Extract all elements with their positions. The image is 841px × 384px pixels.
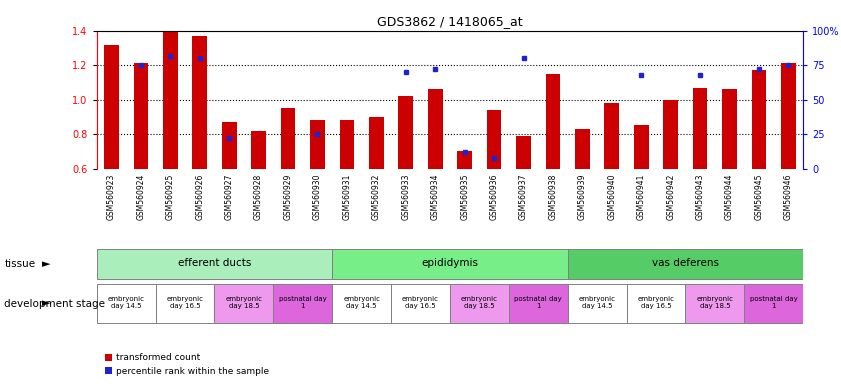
Text: GSM560943: GSM560943	[696, 174, 705, 220]
Text: GSM560939: GSM560939	[578, 174, 587, 220]
Text: postnatal day
1: postnatal day 1	[750, 296, 797, 309]
Text: GSM560946: GSM560946	[784, 174, 793, 220]
Text: GSM560928: GSM560928	[254, 174, 263, 220]
Bar	[222, 122, 236, 169]
Bar	[369, 117, 383, 169]
Text: embryonic
day 16.5: embryonic day 16.5	[637, 296, 674, 309]
Bar	[450, 284, 509, 323]
Text: GSM560937: GSM560937	[519, 174, 528, 220]
Bar	[391, 284, 450, 323]
Text: GSM560927: GSM560927	[225, 174, 234, 220]
Bar	[722, 89, 737, 169]
Bar	[516, 136, 531, 169]
Bar	[134, 63, 148, 169]
Text: GSM560923: GSM560923	[107, 174, 116, 220]
Text: GSM560924: GSM560924	[136, 174, 145, 220]
Bar	[685, 284, 744, 323]
Legend: transformed count, percentile rank within the sample: transformed count, percentile rank withi…	[101, 350, 272, 379]
Text: postnatal day
1: postnatal day 1	[515, 296, 562, 309]
Text: embryonic
day 14.5: embryonic day 14.5	[579, 296, 616, 309]
Bar	[214, 284, 273, 323]
Text: GSM560940: GSM560940	[607, 174, 616, 220]
Text: GSM560938: GSM560938	[548, 174, 558, 220]
Bar	[156, 284, 214, 323]
Bar	[509, 284, 568, 323]
Text: embryonic
day 16.5: embryonic day 16.5	[402, 296, 439, 309]
Bar	[332, 284, 391, 323]
Text: epididymis: epididymis	[421, 258, 479, 268]
Text: GSM560931: GSM560931	[342, 174, 352, 220]
Bar	[104, 45, 119, 169]
Bar	[310, 120, 325, 169]
Bar	[281, 108, 295, 169]
Text: GSM560929: GSM560929	[283, 174, 293, 220]
Bar	[428, 89, 442, 169]
Text: GSM560932: GSM560932	[372, 174, 381, 220]
Text: GSM560935: GSM560935	[460, 174, 469, 220]
Bar	[546, 74, 560, 169]
Text: embryonic
day 18.5: embryonic day 18.5	[696, 296, 733, 309]
Text: GSM560925: GSM560925	[166, 174, 175, 220]
Text: GSM560944: GSM560944	[725, 174, 734, 220]
Bar	[340, 120, 354, 169]
Bar	[744, 284, 803, 323]
Bar	[251, 131, 266, 169]
Text: GSM560926: GSM560926	[195, 174, 204, 220]
Text: ►: ►	[42, 259, 50, 269]
Text: GSM560941: GSM560941	[637, 174, 646, 220]
Bar	[332, 249, 568, 279]
Text: ►: ►	[42, 298, 50, 309]
Text: embryonic
day 18.5: embryonic day 18.5	[461, 296, 498, 309]
Text: vas deferens: vas deferens	[652, 258, 719, 268]
Text: embryonic
day 14.5: embryonic day 14.5	[108, 296, 145, 309]
Bar	[575, 129, 590, 169]
Text: GSM560930: GSM560930	[313, 174, 322, 220]
Bar	[664, 99, 678, 169]
Text: development stage: development stage	[4, 298, 105, 309]
Title: GDS3862 / 1418065_at: GDS3862 / 1418065_at	[377, 15, 523, 28]
Text: embryonic
day 18.5: embryonic day 18.5	[225, 296, 262, 309]
Text: tissue: tissue	[4, 259, 35, 269]
Text: embryonic
day 16.5: embryonic day 16.5	[167, 296, 204, 309]
Bar	[752, 70, 766, 169]
Bar	[273, 284, 332, 323]
Text: GSM560933: GSM560933	[401, 174, 410, 220]
Text: GSM560942: GSM560942	[666, 174, 675, 220]
Bar	[634, 126, 648, 169]
Text: GSM560945: GSM560945	[754, 174, 764, 220]
Bar	[97, 284, 156, 323]
Bar	[568, 284, 627, 323]
Bar	[97, 249, 332, 279]
Bar	[193, 36, 207, 169]
Bar	[693, 88, 707, 169]
Bar	[458, 151, 472, 169]
Bar	[627, 284, 685, 323]
Bar	[163, 31, 177, 169]
Bar	[781, 63, 796, 169]
Bar	[568, 249, 803, 279]
Text: GSM560934: GSM560934	[431, 174, 440, 220]
Bar	[487, 110, 501, 169]
Text: GSM560936: GSM560936	[489, 174, 499, 220]
Bar	[605, 103, 619, 169]
Text: efferent ducts: efferent ducts	[177, 258, 251, 268]
Text: embryonic
day 14.5: embryonic day 14.5	[343, 296, 380, 309]
Bar	[399, 96, 413, 169]
Text: postnatal day
1: postnatal day 1	[279, 296, 326, 309]
